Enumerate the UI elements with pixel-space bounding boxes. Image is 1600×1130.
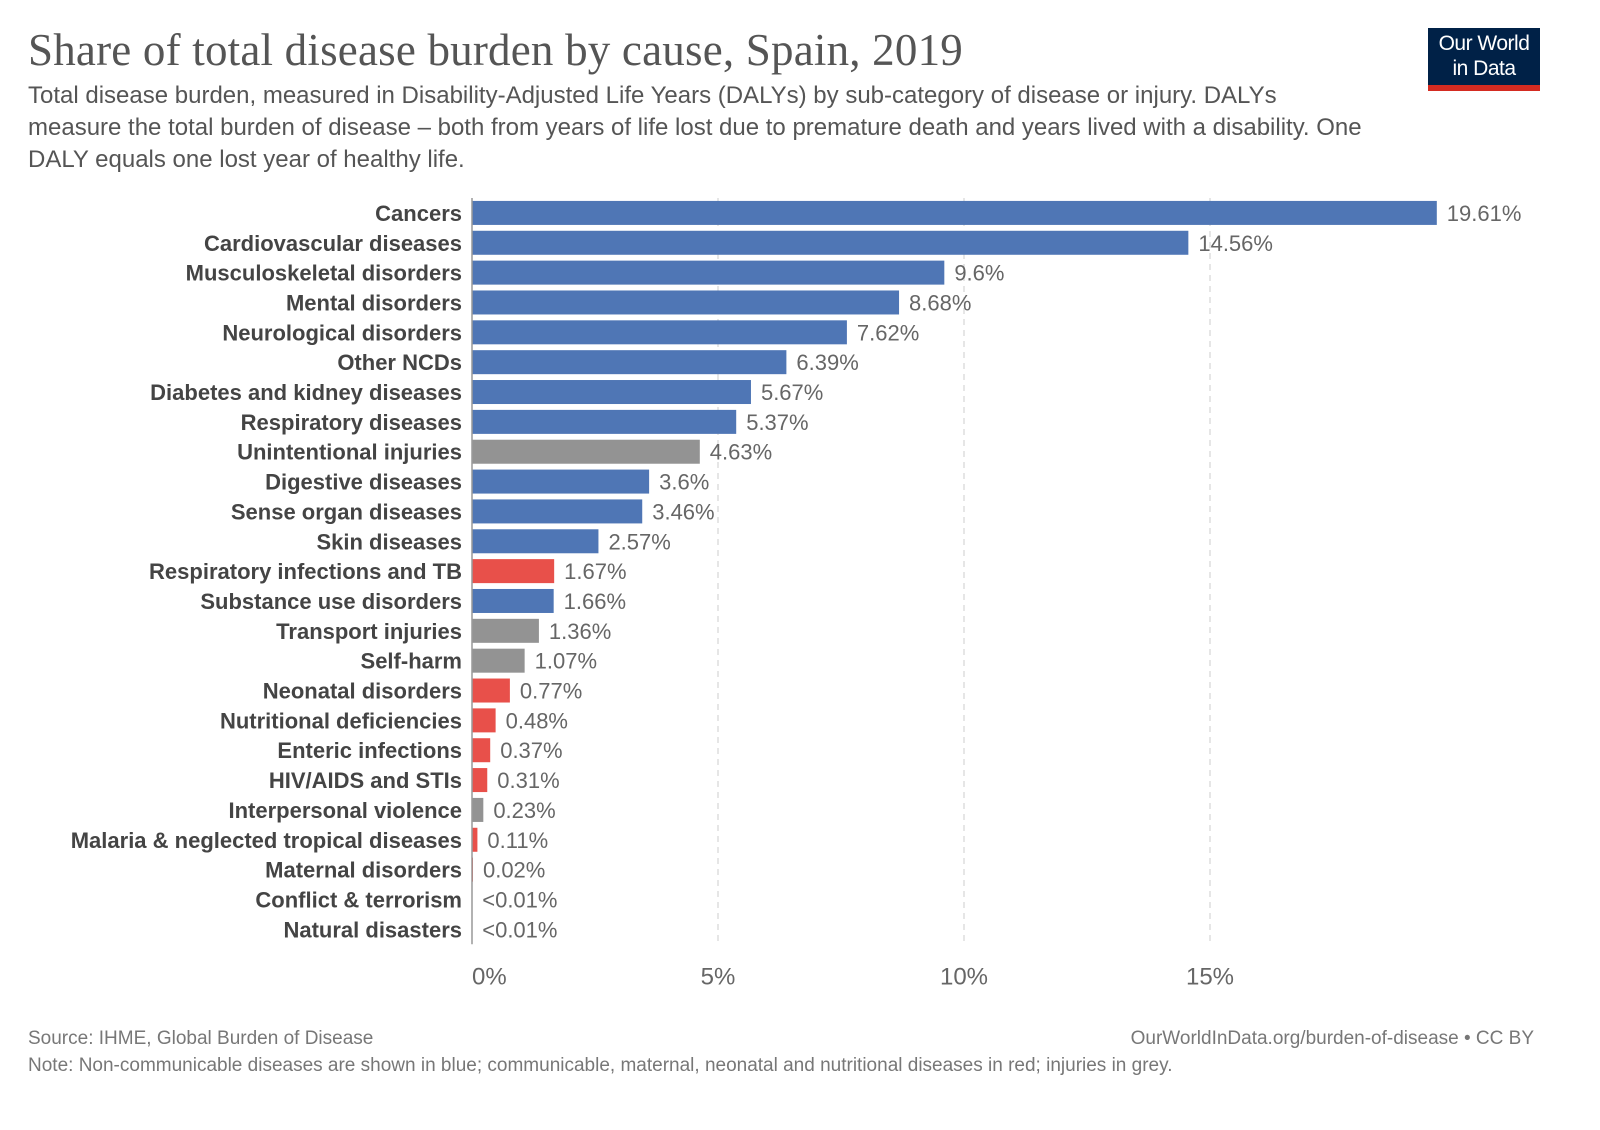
- value-label: 1.67%: [564, 559, 626, 584]
- category-label: Enteric infections: [277, 738, 462, 763]
- value-label: 0.37%: [500, 738, 562, 763]
- bar[interactable]: [472, 618, 539, 643]
- category-label: Mental disorders: [286, 290, 462, 315]
- value-label: 7.62%: [857, 320, 919, 345]
- value-label: 2.57%: [608, 529, 670, 554]
- category-label: Neonatal disorders: [263, 679, 462, 704]
- owid-logo[interactable]: Our World in Data: [1428, 28, 1540, 91]
- value-label: 3.6%: [659, 470, 709, 495]
- category-label: Cardiovascular diseases: [204, 231, 462, 256]
- chart-subtitle: Total disease burden, measured in Disabi…: [28, 82, 1362, 173]
- category-label: Self-harm: [361, 649, 462, 674]
- category-label: Respiratory infections and TB: [149, 559, 462, 584]
- category-label: Diabetes and kidney diseases: [150, 380, 462, 405]
- category-label: Substance use disorders: [200, 589, 462, 614]
- bar[interactable]: [472, 678, 510, 703]
- category-label: Malaria & neglected tropical diseases: [71, 828, 462, 853]
- bar[interactable]: [472, 469, 650, 494]
- value-labels: 19.61% 14.56% 9.6% 8.68% 7.62% 6.39% 5.67% 5.37…: [482, 201, 1521, 942]
- bar[interactable]: [472, 648, 525, 673]
- value-label: 0.23%: [493, 798, 555, 823]
- bar[interactable]: [472, 827, 478, 852]
- category-label: Skin diseases: [316, 529, 462, 554]
- x-tick-label: 0%: [472, 963, 507, 990]
- value-label: 3.46%: [652, 499, 714, 524]
- value-label: <0.01%: [482, 917, 557, 942]
- value-label: 1.36%: [549, 619, 611, 644]
- value-label: 19.61%: [1447, 201, 1522, 226]
- value-label: 4.63%: [710, 440, 772, 465]
- value-label: 0.31%: [497, 768, 559, 793]
- bar[interactable]: [472, 499, 643, 524]
- category-label: Interpersonal violence: [228, 798, 462, 823]
- category-label: Neurological disorders: [222, 320, 462, 345]
- x-axis-ticks: 0% 5% 10% 15%: [472, 963, 1234, 990]
- bar[interactable]: [472, 708, 496, 733]
- x-tick-label: 5%: [701, 963, 736, 990]
- value-label: 5.67%: [761, 380, 823, 405]
- value-label: 1.66%: [564, 589, 626, 614]
- logo-line-2: in Data: [1452, 57, 1516, 80]
- footnote: Note: Non-communicable diseases are show…: [28, 1055, 1173, 1076]
- bar-chart: Cancers Cardiovascular diseases Musculoske…: [71, 198, 1521, 990]
- bar[interactable]: [472, 439, 700, 464]
- bar[interactable]: [472, 768, 488, 793]
- category-label: Sense organ diseases: [231, 499, 462, 524]
- logo-line-1: Our World: [1438, 32, 1530, 55]
- bar[interactable]: [472, 380, 751, 405]
- bar[interactable]: [472, 320, 847, 345]
- category-label: Other NCDs: [337, 350, 462, 375]
- value-label: 0.77%: [520, 679, 582, 704]
- category-label: Cancers: [375, 201, 462, 226]
- category-label: Natural disasters: [283, 917, 462, 942]
- category-label: Unintentional injuries: [237, 440, 462, 465]
- bar[interactable]: [472, 350, 787, 375]
- bar[interactable]: [472, 797, 484, 822]
- bar[interactable]: [472, 738, 491, 763]
- value-label: 5.37%: [746, 410, 808, 435]
- value-label: 0.48%: [506, 708, 568, 733]
- bars: [472, 200, 1437, 942]
- bar[interactable]: [472, 559, 555, 584]
- bar[interactable]: [472, 230, 1189, 255]
- x-tick-label: 15%: [1186, 963, 1234, 990]
- bar[interactable]: [472, 588, 554, 613]
- value-label: 9.6%: [954, 261, 1004, 286]
- category-labels: Cancers Cardiovascular diseases Musculoske…: [71, 201, 462, 942]
- value-label: 0.11%: [487, 828, 548, 853]
- source-note: Source: IHME, Global Burden of Disease: [28, 1028, 374, 1049]
- value-label: 1.07%: [535, 649, 597, 674]
- category-label: Musculoskeletal disorders: [186, 261, 462, 286]
- chart-title: Share of total disease burden by cause, …: [28, 25, 963, 75]
- value-label: 14.56%: [1198, 231, 1273, 256]
- category-label: Digestive diseases: [265, 470, 462, 495]
- bar[interactable]: [472, 290, 900, 315]
- category-label: Nutritional deficiencies: [220, 708, 462, 733]
- bar[interactable]: [472, 529, 599, 554]
- bar[interactable]: [472, 200, 1437, 225]
- bar[interactable]: [472, 260, 945, 285]
- value-label: 8.68%: [909, 290, 971, 315]
- category-label: Transport injuries: [276, 619, 462, 644]
- value-label: 6.39%: [796, 350, 858, 375]
- bar[interactable]: [472, 409, 737, 434]
- source-url-link[interactable]: OurWorldInData.org/burden-of-disease • C…: [1130, 1028, 1534, 1049]
- category-label: Maternal disorders: [265, 858, 462, 883]
- x-tick-label: 10%: [940, 963, 988, 990]
- value-label: 0.02%: [483, 858, 545, 883]
- value-label: <0.01%: [482, 887, 557, 912]
- category-label: HIV/AIDS and STIs: [269, 768, 462, 793]
- category-label: Respiratory diseases: [241, 410, 462, 435]
- category-label: Conflict & terrorism: [255, 887, 462, 912]
